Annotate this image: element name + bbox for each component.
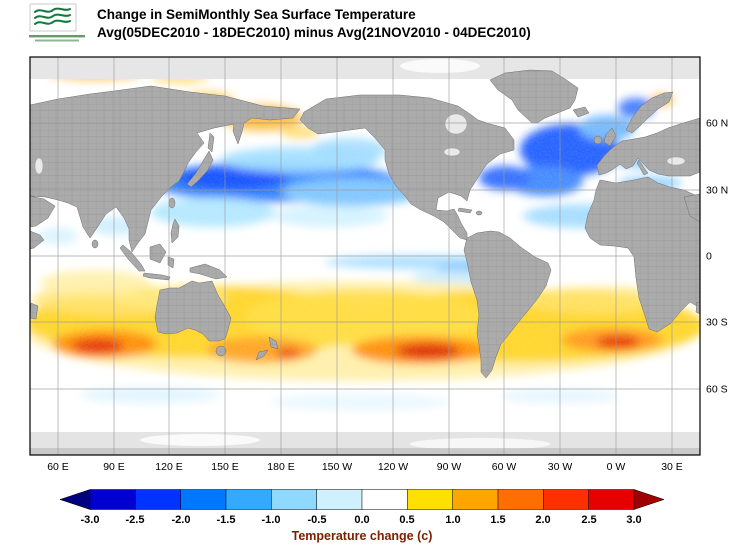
lon-label: 60 E [47,461,69,473]
colorbar-tick: 1.0 [445,514,460,526]
colorbar-segment [225,489,272,510]
colorbar-tick: 1.5 [490,514,505,526]
graticule [30,57,700,455]
longitude-axis: 60 E 90 E 120 E 150 E 180 E 150 W 120 W … [47,461,683,473]
colorbar-segment [452,489,499,510]
map-frame [29,56,701,456]
lon-label: 30 E [661,461,683,473]
colorbar: -3.0 -2.5 -2.0 -1.5 -1.0 -0.5 0.0 0.5 1.… [59,489,665,543]
colorbar-tick: 2.5 [581,514,596,526]
lon-label: 180 E [267,461,294,473]
lon-label: 60 W [492,461,517,473]
lat-label: 60 S [706,384,728,396]
colorbar-tick: 0.0 [354,514,369,526]
polar-no-data-band-north [30,57,700,79]
colorbar-tick: -0.5 [308,514,327,526]
colorbar-tick: -2.0 [172,514,191,526]
colorbar-tick: -3.0 [81,514,100,526]
colorbar-tick: 3.0 [626,514,641,526]
colorbar-tick: 0.5 [399,514,414,526]
lon-label: 30 W [548,461,573,473]
lat-label: 30 S [706,317,728,329]
colorbar-tick: 2.0 [535,514,550,526]
agency-logo [29,3,85,42]
lon-label: 90 W [437,461,462,473]
lat-label: 0 [706,251,712,263]
latitude-axis: 60 N 30 N 0 30 S 60 S [706,118,728,396]
lon-label: 90 E [103,461,125,473]
lat-label: 60 N [706,118,728,130]
colorbar-tick: -2.5 [126,514,145,526]
lon-label: 150 W [322,461,352,473]
logo-wave-icon [34,7,71,25]
figure-subtitle: Avg(05DEC2010 - 18DEC2010) minus Avg(21N… [97,25,531,40]
colorbar-label: Temperature change (c) [292,529,433,543]
lon-label: 120 W [378,461,408,473]
figure-header: Change in SemiMonthly Sea Surface Temper… [97,6,531,42]
colorbar-segment [543,489,589,510]
colorbar-segment [316,489,363,510]
inland-water [34,113,686,175]
colorbar-segment [588,489,635,510]
colorbar-segment [135,489,181,510]
lon-label: 0 W [607,461,626,473]
colorbar-segment [407,489,453,510]
polar-no-data-band-south [30,432,700,455]
colorbar-arrow-left [59,489,91,510]
colorbar-tick: -1.0 [262,514,281,526]
colorbar-tick: -1.5 [217,514,236,526]
colorbar-segment [89,489,136,510]
logo-caption-marks [29,35,85,42]
colorbar-arrow-right [633,489,665,510]
colorbar-segment [180,489,227,510]
lon-label: 120 E [155,461,182,473]
figure-title: Change in SemiMonthly Sea Surface Temper… [97,7,416,22]
colorbar-segment [271,489,317,510]
colorbar-ticks: -3.0 -2.5 -2.0 -1.5 -1.0 -0.5 0.0 0.5 1.… [81,514,642,526]
lat-label: 30 N [706,185,728,197]
lon-label: 150 E [211,461,238,473]
colorbar-segment [361,489,408,510]
colorbar-segment [497,489,544,510]
